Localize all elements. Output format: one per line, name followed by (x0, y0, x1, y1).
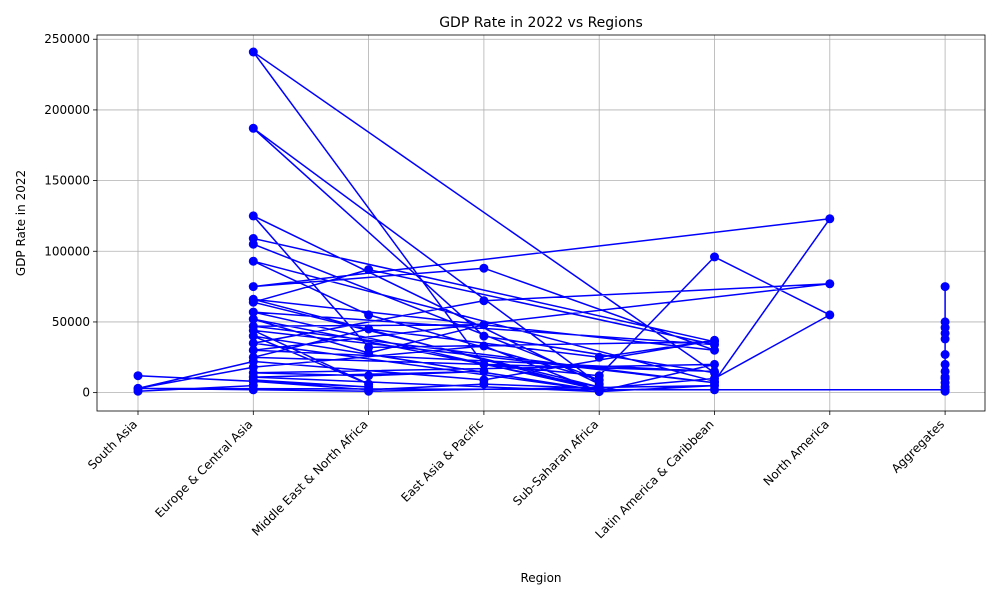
series-line (137, 51, 946, 393)
data-point (710, 385, 719, 395)
data-point (594, 387, 604, 397)
data-point (248, 256, 258, 266)
data-point (710, 252, 719, 262)
y-tick-label: 150000 (44, 174, 90, 188)
data-point (479, 296, 489, 306)
data-point (940, 282, 950, 292)
data-point (248, 385, 258, 395)
data-point (248, 307, 258, 317)
data-point (248, 47, 258, 57)
data-point (479, 331, 489, 341)
data-point (940, 359, 950, 369)
data-point (248, 123, 258, 133)
data-point (364, 379, 374, 389)
data-point (248, 239, 258, 249)
data-point (364, 371, 374, 381)
data-point (710, 335, 719, 345)
data-point (479, 320, 489, 330)
y-axis-label: GDP Rate in 2022 (14, 170, 28, 276)
data-point (364, 310, 374, 320)
data-point (248, 338, 258, 348)
data-point (248, 345, 258, 355)
data-point (940, 317, 950, 327)
data-point (594, 352, 604, 362)
axes-frame (96, 34, 986, 412)
x-axis-label: Region (520, 571, 561, 585)
data-point (248, 211, 258, 221)
data-point (248, 297, 258, 307)
data-point (479, 366, 489, 376)
data-point (940, 374, 950, 383)
y-tick-label: 250000 (44, 32, 90, 46)
data-point (594, 375, 604, 385)
data-point (248, 331, 258, 341)
data-point (248, 282, 258, 292)
data-point (364, 386, 374, 396)
data-point (479, 263, 489, 273)
data-point (479, 341, 489, 351)
data-point (825, 310, 835, 320)
data-point (133, 383, 143, 393)
y-tick-label: 200000 (44, 103, 90, 117)
chart-title: GDP Rate in 2022 vs Regions (439, 15, 643, 31)
data-point (940, 350, 950, 359)
y-axis-ticks: 0 50000 100000 150000 200000 250000 (44, 32, 97, 400)
y-tick-label: 0 (82, 386, 90, 400)
data-point (479, 359, 489, 369)
data-point (710, 359, 719, 369)
plot-data (133, 47, 950, 397)
data-point (940, 366, 950, 376)
data-point (825, 279, 835, 289)
y-tick-label: 50000 (52, 315, 90, 329)
data-point (364, 265, 374, 275)
y-tick-label: 100000 (44, 244, 90, 258)
data-point (364, 324, 374, 334)
data-point (825, 214, 835, 224)
data-point (248, 314, 258, 324)
data-point (710, 366, 719, 376)
data-point (248, 372, 258, 382)
data-point (479, 375, 489, 385)
data-point (133, 371, 143, 381)
data-point (364, 348, 374, 358)
